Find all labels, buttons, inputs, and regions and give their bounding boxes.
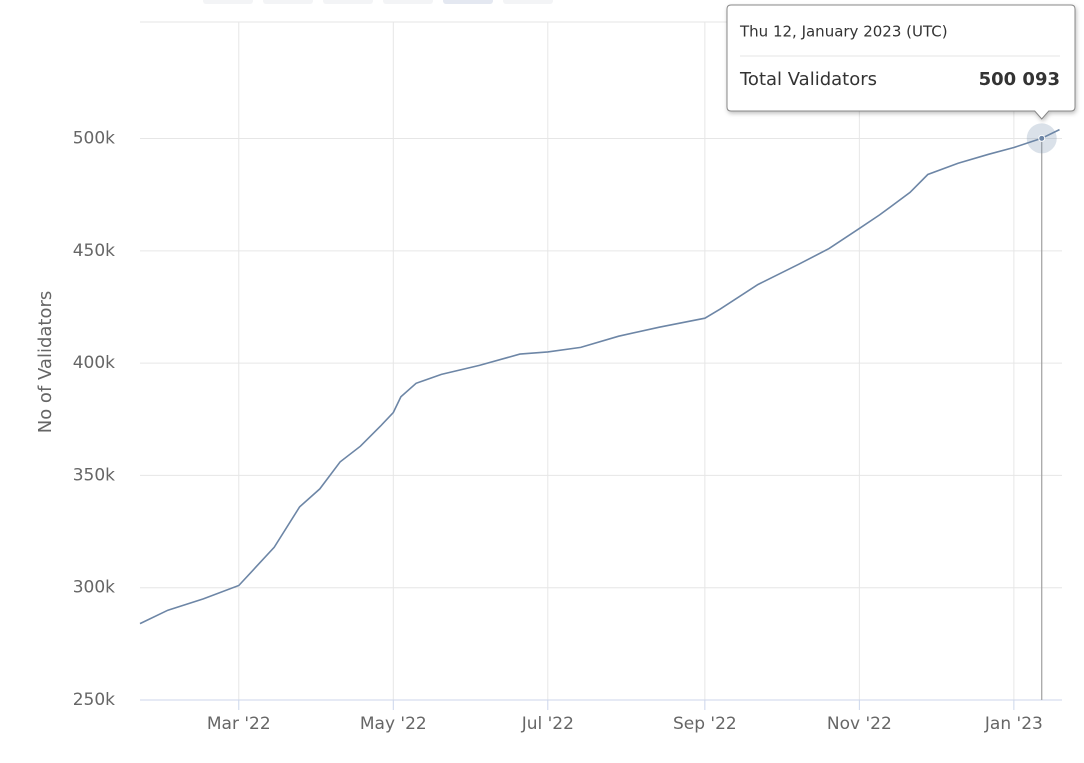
x-tick-label: Nov '22 xyxy=(827,714,892,734)
x-tick-label: Sep '22 xyxy=(673,714,737,734)
tooltip-value: 500 093 xyxy=(979,69,1060,90)
hover-point xyxy=(1038,134,1046,142)
range-buttons xyxy=(203,0,553,4)
range-button[interactable] xyxy=(383,0,433,4)
range-button[interactable] xyxy=(203,0,253,4)
x-tick-label: May '22 xyxy=(360,714,427,734)
grid: 250k 300k 350k 400k 450k 500k Mar '22 May '22 Ju… xyxy=(73,21,1062,734)
y-tick-label: 450k xyxy=(73,241,115,261)
x-tick-label: Jul '22 xyxy=(521,714,574,734)
tooltip: Thu 12, January 2023 (UTC) Total Validato… xyxy=(726,4,1076,700)
y-tick-label: 400k xyxy=(73,353,115,373)
y-tick-label: 250k xyxy=(73,690,115,710)
tooltip-series-name: Total Validators xyxy=(739,69,877,90)
series-line xyxy=(139,128,1060,625)
y-tick-label: 500k xyxy=(73,129,115,149)
plot xyxy=(139,128,1060,625)
x-tick-label: Mar '22 xyxy=(207,714,271,734)
tooltip-box xyxy=(726,4,1076,120)
range-button[interactable] xyxy=(323,0,373,4)
tooltip-title: Thu 12, January 2023 (UTC) xyxy=(739,23,948,41)
x-tick-label: Jan '23 xyxy=(984,714,1043,734)
range-button[interactable] xyxy=(503,0,553,4)
y-axis-label: No of Validators xyxy=(35,291,56,434)
range-button[interactable] xyxy=(443,0,493,4)
range-button[interactable] xyxy=(263,0,313,4)
y-tick-label: 350k xyxy=(73,465,115,485)
y-tick-label: 300k xyxy=(73,578,115,598)
